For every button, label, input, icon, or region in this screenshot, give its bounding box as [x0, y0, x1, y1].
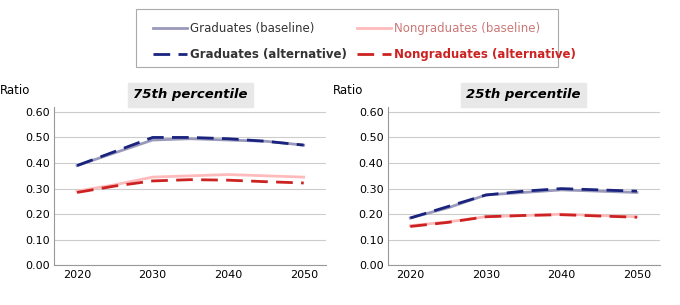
Text: Graduates (alternative): Graduates (alternative)	[190, 48, 347, 61]
Title: 75th percentile: 75th percentile	[133, 88, 248, 102]
Title: 25th percentile: 25th percentile	[466, 88, 581, 102]
Text: Graduates (baseline): Graduates (baseline)	[190, 22, 315, 34]
Text: Nongraduates (alternative): Nongraduates (alternative)	[394, 48, 576, 61]
Text: Ratio: Ratio	[333, 84, 364, 97]
Text: Ratio: Ratio	[0, 84, 31, 97]
Text: Nongraduates (baseline): Nongraduates (baseline)	[394, 22, 541, 34]
